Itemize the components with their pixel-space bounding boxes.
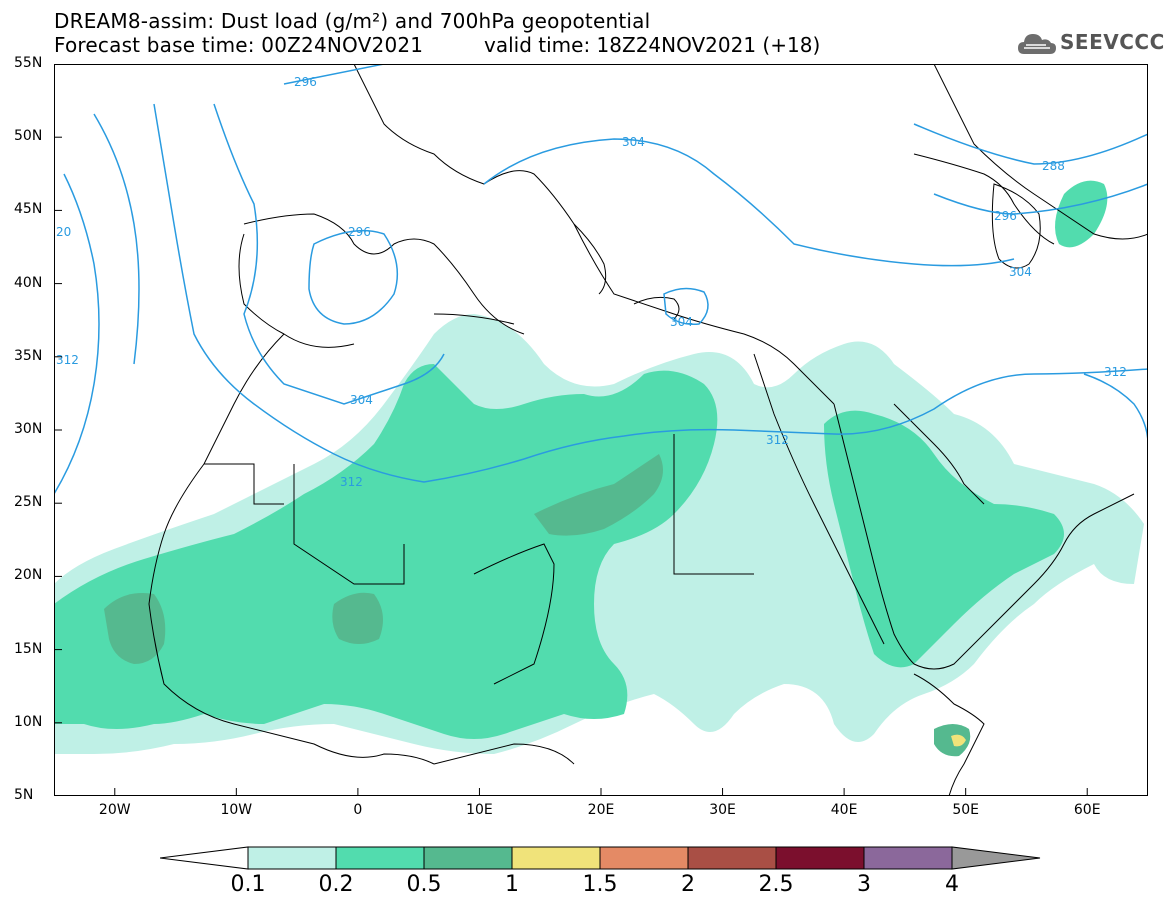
dust-band-dark-mali (332, 592, 383, 644)
colorbar-box (687, 846, 777, 870)
lon-tick-label: 10E (466, 802, 493, 818)
tick-marks (54, 64, 1088, 796)
lat-tick-label: 45N (14, 201, 43, 218)
dust-band-mid (54, 364, 718, 739)
lon-tick-label: 50E (952, 802, 979, 818)
map-title: DREAM8-assim: Dust load (g/m²) and 700hP… (54, 9, 651, 33)
colorbar (160, 846, 1041, 870)
lat-tick-label: 15N (14, 640, 43, 657)
colorbar-box (335, 846, 425, 870)
contour-label: 312 (1104, 365, 1127, 379)
contour-label: 304 (350, 393, 373, 407)
coastlines (148, 64, 1148, 796)
contour-label: 296 (348, 225, 371, 239)
lat-tick-label: 35N (14, 347, 43, 364)
seevccc-logo: SEEVCCC (1060, 30, 1165, 54)
colorbar-tick-label: 0.2 (318, 872, 354, 897)
colorbar-box (599, 846, 689, 870)
colorbar-tick-label: 1 (505, 872, 519, 897)
contour-label: 312 (340, 475, 363, 489)
lon-tick-label: 60E (1073, 802, 1101, 818)
dust-load-map: 296 304 288 296 304 296 304 312 312 312 … (54, 64, 1148, 796)
dust-patch-somalia-yellow (951, 734, 966, 747)
contour-label: 288 (1042, 159, 1065, 173)
colorbar-tick-label: 4 (945, 872, 959, 897)
lat-tick-label: 40N (14, 274, 43, 291)
colorbar-box (247, 846, 337, 870)
colorbar-tick-label: 1.5 (582, 872, 618, 897)
lon-tick-label: 30E (709, 802, 736, 818)
lat-tick-label: 5N (14, 787, 34, 803)
lon-tick-label: 20W (98, 802, 131, 818)
contour-label: 304 (1009, 265, 1032, 279)
lon-tick-label: 20E (587, 802, 615, 818)
contour-label: 20 (56, 225, 71, 239)
colorbar-tick-label: 2.5 (758, 872, 794, 897)
lat-tick-label: 20N (14, 567, 43, 584)
colorbar-under-triangle (160, 846, 249, 870)
cloud-icon (1018, 34, 1056, 54)
lat-tick-label: 25N (14, 494, 43, 511)
lat-tick-label: 30N (14, 421, 43, 437)
lat-tick-label: 50N (14, 128, 43, 145)
contour-label: 312 (766, 433, 789, 447)
lat-tick-label: 10N (14, 713, 43, 730)
colorbar-tick-label: 0.1 (230, 872, 266, 897)
lon-tick-label: 40E (830, 802, 858, 818)
colorbar-box (511, 846, 601, 870)
dust-patch-somalia-dark (934, 724, 971, 757)
dust-field (54, 180, 1144, 757)
lat-tick-label: 55N (14, 55, 43, 71)
contour-label: 304 (622, 135, 645, 149)
geopotential-contours (54, 64, 1148, 495)
lon-tick-label: 0 (353, 802, 363, 818)
lon-tick-label: 10W (220, 802, 253, 818)
contour-label: 296 (994, 209, 1017, 223)
colorbar-box (423, 846, 513, 870)
colorbar-over-triangle (951, 846, 1041, 870)
colorbar-box (863, 846, 953, 870)
colorbar-tick-label: 0.5 (406, 872, 442, 897)
forecast-base-time: Forecast base time: 00Z24NOV2021 (54, 33, 424, 57)
dust-band-dark-sahara (534, 454, 663, 536)
colorbar-tick-label: 3 (857, 872, 871, 897)
contour-label: 296 (294, 75, 317, 89)
contour-label: 312 (56, 353, 79, 367)
colorbar-box (775, 846, 865, 870)
colorbar-tick-label: 2 (681, 872, 695, 897)
dust-patch-caspian (1055, 180, 1108, 248)
valid-time: valid time: 18Z24NOV2021 (+18) (484, 33, 821, 57)
contour-label: 304 (670, 315, 693, 329)
